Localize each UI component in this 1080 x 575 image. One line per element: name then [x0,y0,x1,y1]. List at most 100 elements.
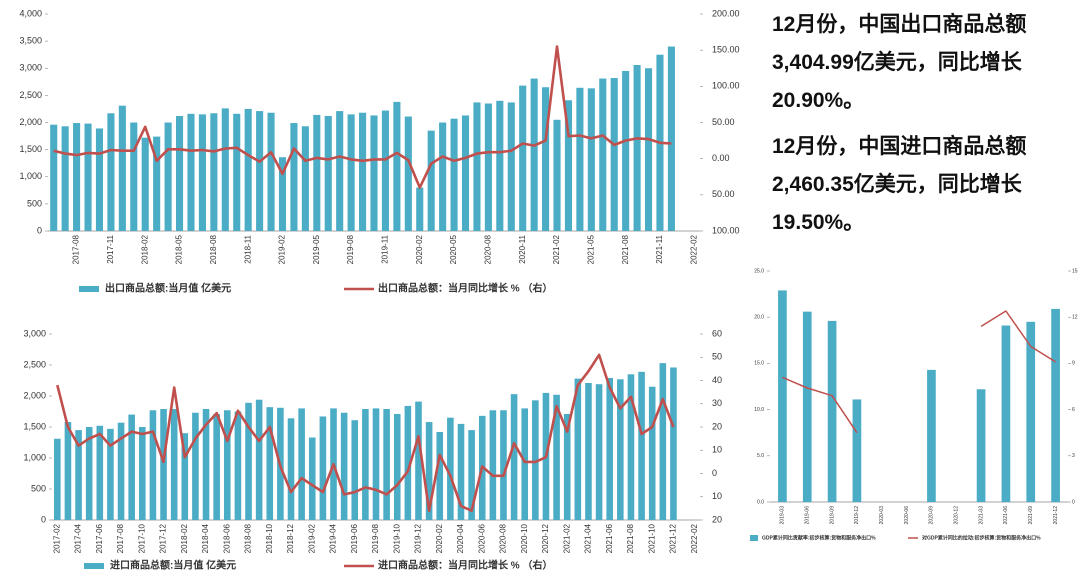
x-tick-label: 2019-12 [854,506,860,525]
legend-label: 出口商品总额:当月值 亿美元 [105,282,231,295]
y2-tick-label: 100.00 [712,81,740,91]
x-tick-label: 2017-08 [72,234,81,264]
x-tick-label: 2022-02 [689,234,698,264]
bar [667,46,675,231]
x-tick-label: 2019-06 [350,523,359,553]
bar [324,115,332,231]
bar [1051,308,1060,502]
y-tick-label: 20.0 [754,315,764,321]
y-tick-label: 500 [31,483,46,493]
x-tick-label: 2020-08 [483,234,492,264]
x-tick-label: 2018-05 [175,234,184,264]
bar [447,417,454,520]
bar [107,428,114,520]
text-line: 2,460.35亿美元，同比增长 [772,173,1022,196]
bar [416,187,424,231]
x-tick-label: 2018-08 [209,234,218,264]
bar [461,115,470,231]
x-tick-label: 2020-05 [449,234,458,264]
bar [50,124,58,231]
paragraph: 12月份，中国进口商品总额 2,460.35亿美元，同比增长 19.50%。 [772,128,1072,242]
bar [107,113,115,231]
bar [233,113,241,231]
bar [164,122,172,231]
x-tick-label: 2017-08 [116,523,125,553]
x-tick-label: 2017-12 [159,523,168,553]
bar [827,320,837,502]
bar [473,102,481,232]
bar [362,409,369,520]
bar [1001,325,1011,502]
bar [160,409,167,520]
bar [489,410,497,520]
bar [425,422,433,520]
legend-swatch [79,286,99,292]
bar [149,410,157,520]
bar [553,119,561,231]
x-tick-label: 2018-02 [140,234,149,264]
bar [54,438,61,520]
bar [468,430,475,520]
bar [927,369,936,502]
x-tick-label: 2018-08 [244,523,253,553]
x-tick-label: 2021-08 [621,234,630,264]
bar [181,433,189,520]
y2-tick-label: 100.00 [712,225,740,235]
y2-tick-label: 3 [1072,453,1075,459]
y-tick-label: 1,500 [19,144,42,154]
x-tick-label: 2020-03 [879,506,885,525]
bar [84,123,92,231]
bar [319,416,327,520]
x-tick-label: 2020-12 [541,523,550,553]
bar [622,70,630,232]
bar [221,108,229,231]
bar [633,64,641,232]
y-tick-label: 3,000 [23,328,46,338]
y-tick-label: 0 [41,514,46,524]
x-tick-label: 2017-02 [52,523,61,553]
bar [595,384,603,520]
bar [610,78,618,231]
line [53,45,672,189]
line [56,353,675,512]
bar [457,423,465,520]
x-tick-label: 2019-08 [346,234,355,264]
bar [255,399,263,520]
bar [117,422,125,520]
x-tick-label: 2018-06 [222,523,231,553]
x-tick-label: 2020-10 [520,523,529,553]
x-tick-label: 2017-11 [106,234,115,263]
y2-tick-label: 10 [712,491,722,501]
bar [372,408,380,520]
text-line: 20.90%。 [772,89,865,112]
bar [563,413,571,520]
bar [638,371,645,520]
bar [192,412,199,520]
x-tick-label: 2017-06 [95,523,104,553]
bar [301,126,309,231]
y-tick-label: 1,000 [19,171,42,181]
x-tick-label: 2020-06 [904,506,910,525]
bar [383,409,390,520]
bar [802,311,812,502]
legend-swatch [750,535,758,541]
x-tick-label: 2020-12 [954,506,960,525]
bar [64,422,72,520]
x-tick-label: 2017-04 [74,523,83,553]
bar [213,413,220,520]
bar [659,363,667,520]
bar [500,410,507,520]
bar [210,113,218,231]
y-tick-label: 2,000 [23,390,46,400]
text-line: 19.50%。 [772,211,865,234]
bar [576,87,584,231]
bar [507,102,515,232]
x-tick-label: 2020-08 [499,523,508,553]
bar [244,108,252,231]
x-tick-label: 2018-02 [180,523,189,553]
bar [617,379,624,520]
x-tick-label: 2021-08 [626,523,635,553]
bar [521,408,529,520]
bar [976,389,986,502]
paragraph: 12月份，中国出口商品总额 3,404.99亿美元，同比增长 20.90%。 [772,6,1072,120]
